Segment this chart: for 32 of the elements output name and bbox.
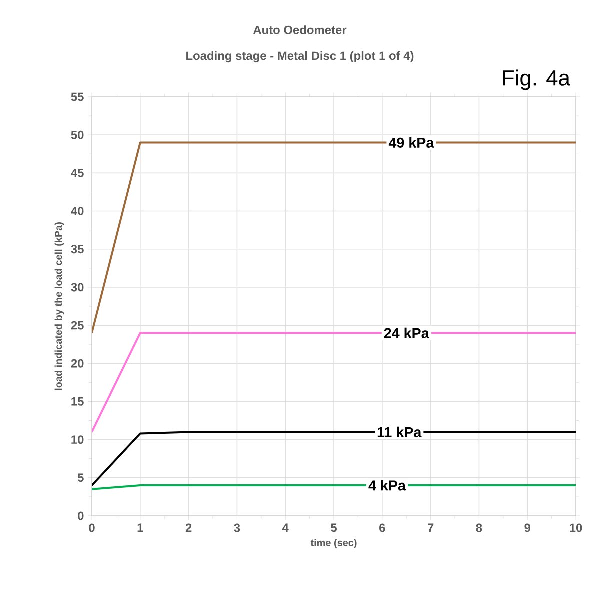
series-label: 11 kPa (378, 426, 422, 438)
x-tick-label: 0 (89, 524, 95, 532)
y-tick-label: 15 (72, 398, 84, 406)
x-tick-label: 10 (570, 524, 582, 532)
y-tick-label: 25 (71, 321, 84, 330)
y-tick-label: 30 (71, 283, 84, 292)
y-tick-label: 5 (78, 474, 84, 482)
series-label: 24 kPa (384, 328, 430, 338)
y-tick-label: 45 (71, 169, 84, 178)
x-tick-label: 5 (331, 524, 337, 532)
x-tick-label: 9 (524, 524, 530, 532)
chart-subtitle: Loading stage - Metal Disc 1 (plot 1 of 4) (186, 51, 414, 63)
y-tick-label: 0 (78, 512, 84, 520)
y-axis-title: load indicated by the load cell (kPa) (54, 222, 64, 390)
x-tick-label: 2 (186, 524, 192, 532)
caption: Fig. 4a (503, 70, 570, 90)
x-tick-label: 4 (282, 524, 289, 532)
y-tick-label: 35 (71, 245, 84, 254)
x-tick-label: 3 (234, 524, 240, 532)
x-axis-title: time (sec) (310, 539, 357, 548)
x-tick-label: 6 (380, 524, 386, 532)
x-tick-label: 1 (138, 524, 144, 532)
y-tick-label: 40 (71, 207, 84, 216)
series-label: 4 kPa (368, 480, 406, 491)
x-tick-label: 7 (428, 524, 434, 532)
y-tick-label: 50 (71, 130, 84, 140)
x-tick-label: 8 (476, 524, 482, 532)
chart-title: Auto Oedometer (253, 26, 347, 34)
series-label: 49 kPa (388, 137, 434, 148)
y-tick-label: 10 (72, 436, 84, 444)
y-tick-label: 20 (71, 359, 84, 368)
y-tick-label: 55 (71, 92, 84, 102)
